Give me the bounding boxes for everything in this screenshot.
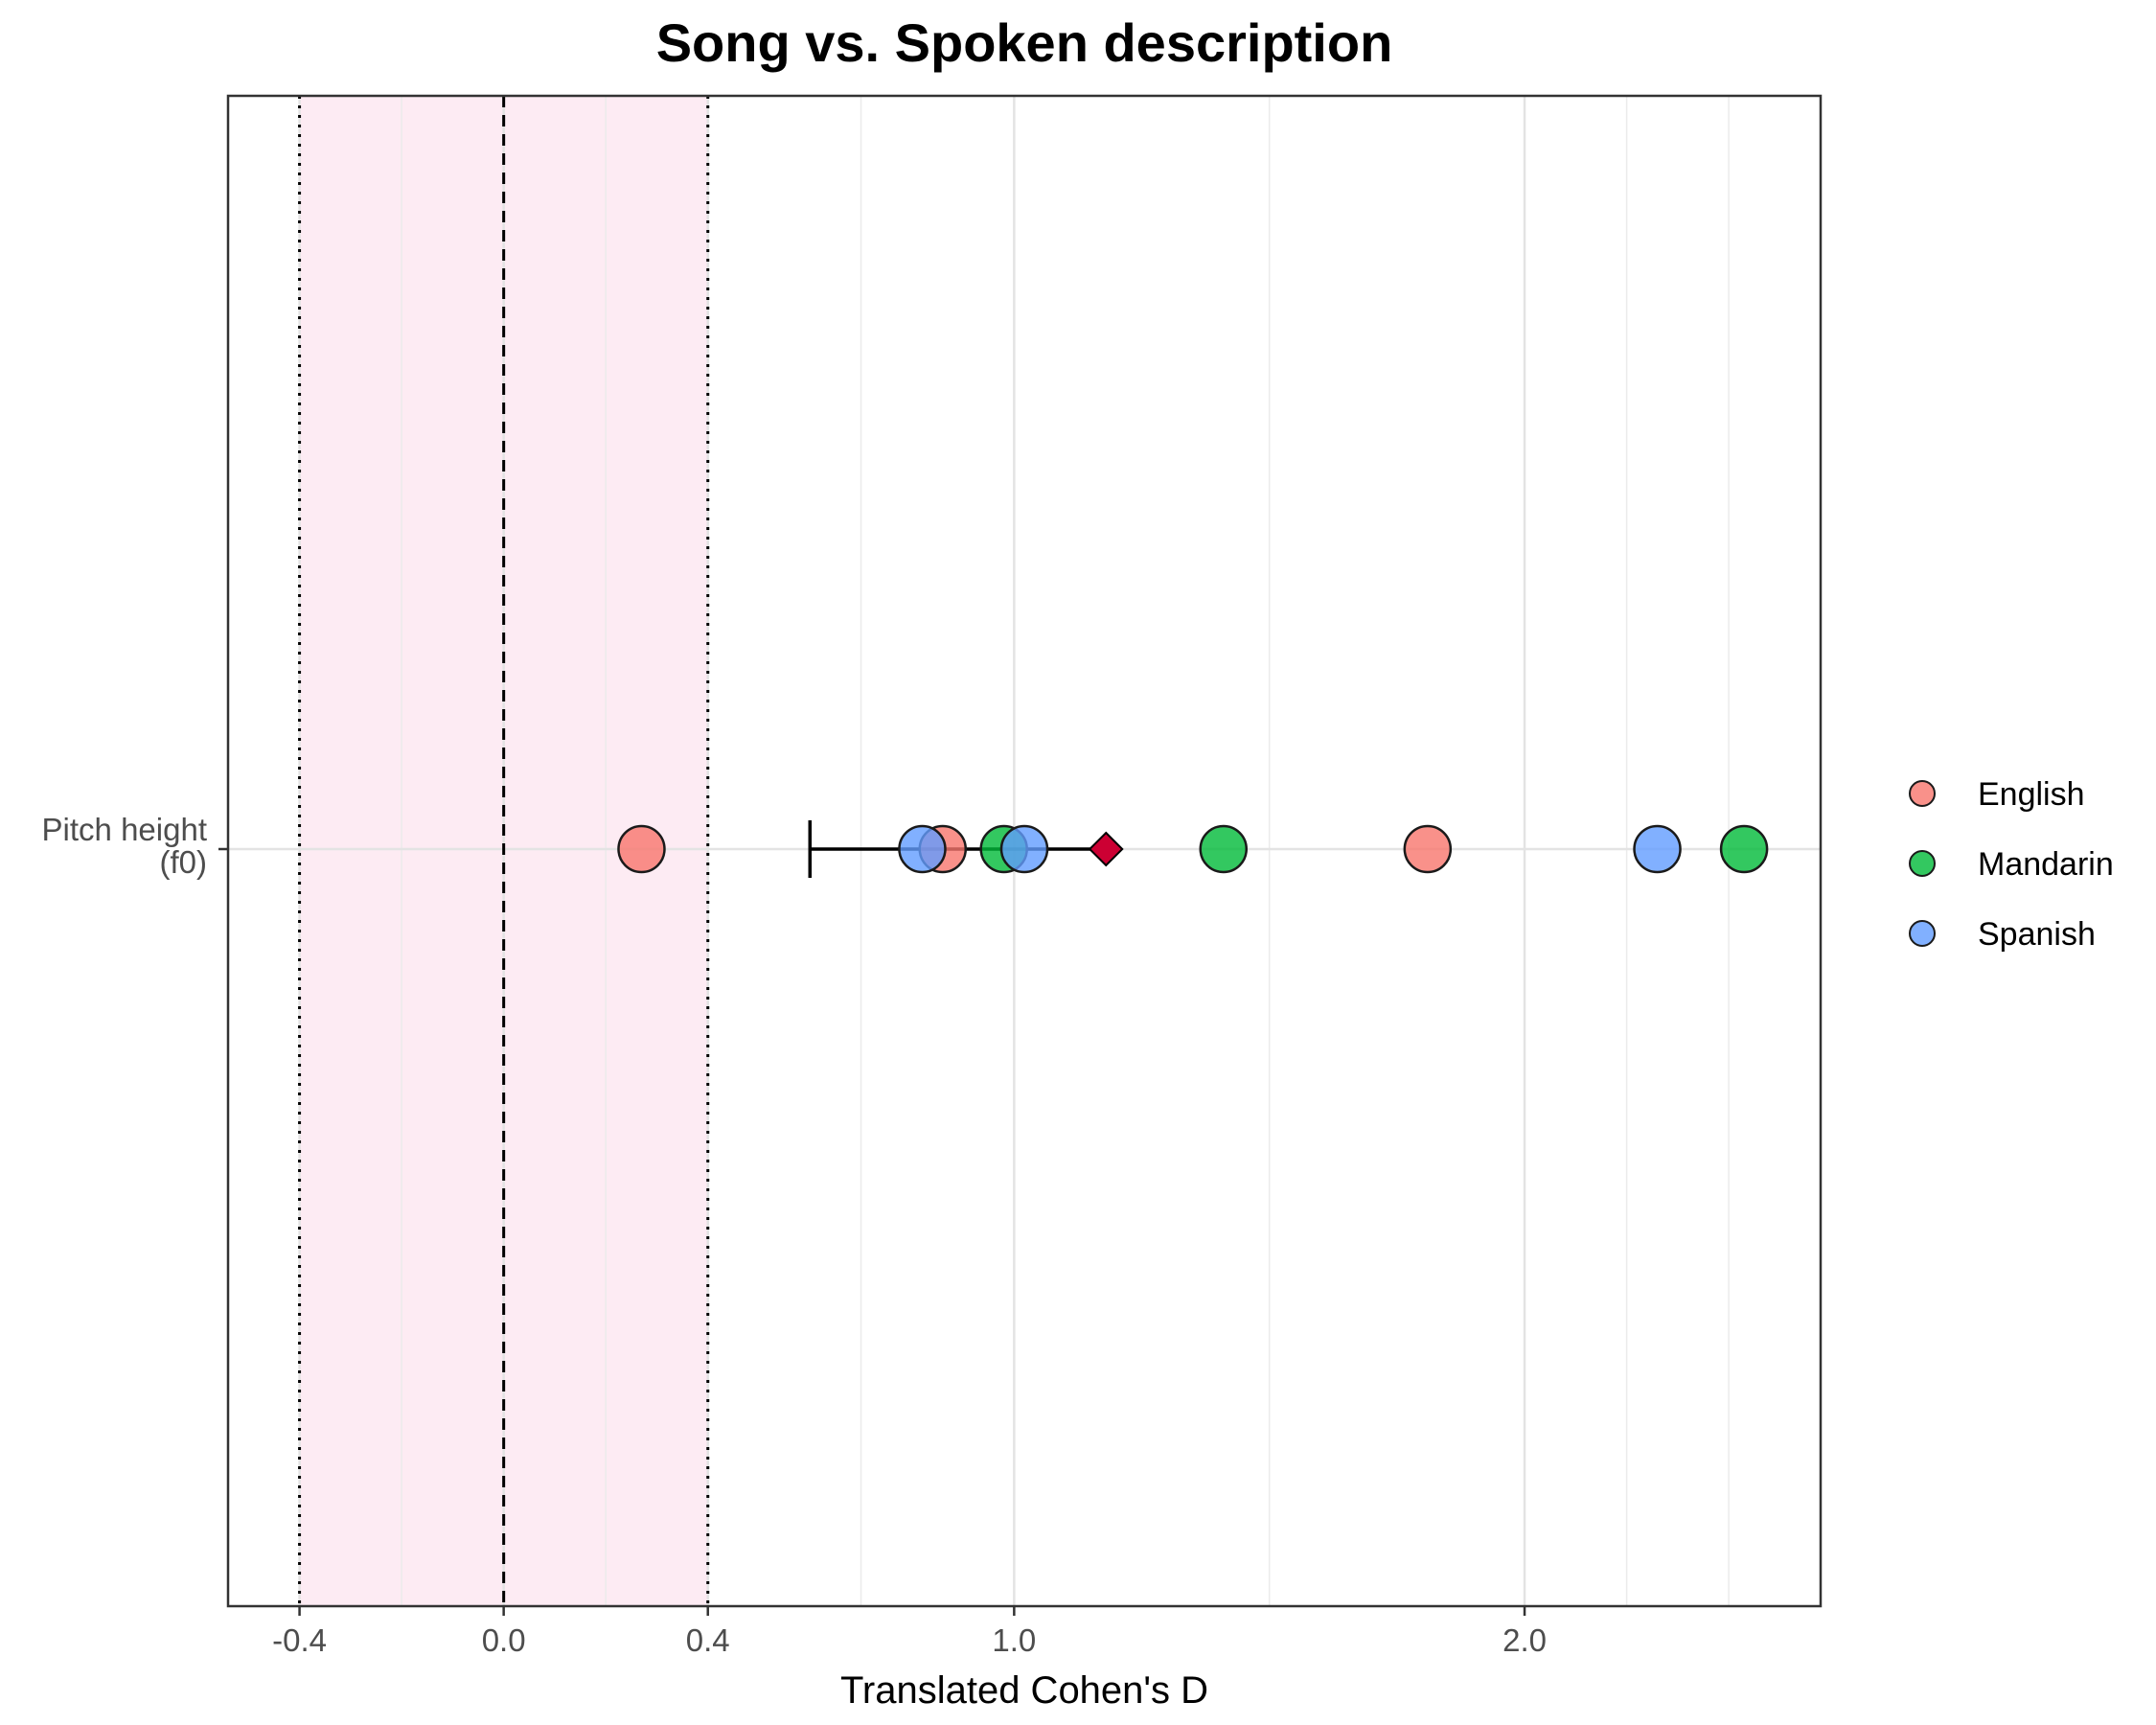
data-point-english	[1403, 824, 1453, 874]
y-category-label: Pitch height	[42, 812, 207, 847]
data-point-spanish	[999, 824, 1049, 874]
data-point-spanish	[1633, 824, 1682, 874]
legend-key-spanish	[1909, 920, 1936, 947]
legend-label-spanish: Spanish	[1978, 916, 2096, 953]
x-tick-label: 2.0	[1502, 1622, 1547, 1658]
x-axis: -0.4 0.0 0.4 1.0 2.0	[272, 1606, 1547, 1658]
legend-label-english: English	[1978, 776, 2085, 813]
panel-border	[226, 94, 1823, 1608]
legend-label-mandarin: Mandarin	[1978, 846, 2114, 883]
x-tick-label: 0.4	[686, 1622, 730, 1658]
y-axis: Pitch height(f0)	[42, 812, 228, 880]
legend: English Mandarin Spanish	[1909, 776, 2114, 953]
data-point-mandarin	[1199, 824, 1248, 874]
summary-estimate-diamond	[1088, 831, 1124, 867]
x-tick-label: -0.4	[272, 1622, 327, 1658]
data-point-mandarin	[1719, 824, 1769, 874]
plot-area	[226, 94, 1823, 1608]
y-category-label: (f0)	[160, 844, 208, 880]
legend-key-mandarin	[1909, 850, 1936, 877]
data-point-spanish	[898, 824, 947, 874]
x-tick-label: 0.0	[482, 1622, 526, 1658]
x-tick-label: 1.0	[992, 1622, 1036, 1658]
chart-title: Song vs. Spoken description	[656, 12, 1393, 73]
data-point-english	[617, 824, 666, 874]
legend-key-english	[1909, 780, 1936, 807]
x-axis-title: Translated Cohen's D	[840, 1669, 1208, 1712]
